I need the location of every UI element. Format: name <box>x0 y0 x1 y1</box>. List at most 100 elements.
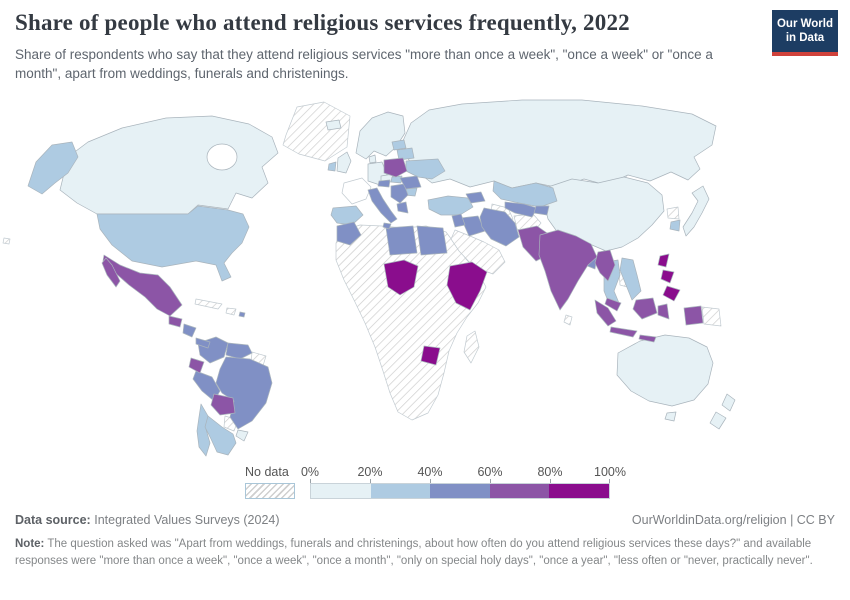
region-iceland[interactable] <box>325 119 342 131</box>
region-bolivia[interactable] <box>210 393 236 416</box>
region-austria[interactable] <box>377 179 391 188</box>
map-legend: No data 0% 20% 40% 60% 80% 100% <box>0 460 850 505</box>
region-egypt[interactable] <box>416 225 448 256</box>
region-philippines-luzon[interactable] <box>657 253 670 268</box>
region-malaysia-peninsula[interactable] <box>604 297 622 312</box>
region-united-states[interactable] <box>96 205 250 282</box>
region-india[interactable] <box>538 229 598 311</box>
region-caucasus[interactable] <box>465 191 486 204</box>
legend-tickmark <box>430 479 431 483</box>
region-italy[interactable] <box>367 187 398 224</box>
note-label: Note: <box>15 538 45 550</box>
chart-subtitle: Share of respondents who say that they a… <box>15 47 713 82</box>
region-france[interactable] <box>341 177 372 205</box>
region-cuba[interactable] <box>194 298 223 310</box>
legend-bin-20-40[interactable] <box>370 484 431 498</box>
legend-bin-80-100[interactable] <box>549 484 609 498</box>
legend-no-data-swatch[interactable] <box>245 483 295 499</box>
region-iran[interactable] <box>479 207 520 247</box>
legend-bin-60-80[interactable] <box>489 484 550 498</box>
legend-tickmark <box>609 479 610 483</box>
region-scandinavia[interactable] <box>355 111 406 160</box>
region-baltics[interactable] <box>391 139 407 151</box>
region-morocco[interactable] <box>336 221 362 246</box>
region-uzbekistan[interactable] <box>504 201 538 218</box>
region-lesser-sunda[interactable] <box>638 334 657 343</box>
region-turkey[interactable] <box>427 195 474 216</box>
region-denmark[interactable] <box>368 154 377 164</box>
region-jordan[interactable] <box>451 213 466 228</box>
chart-footer: Data source: Integrated Values Surveys (… <box>15 513 835 571</box>
region-alaska[interactable] <box>27 141 79 195</box>
region-philippines-mindanao[interactable] <box>662 285 681 302</box>
region-sicily[interactable] <box>382 222 392 230</box>
data-source: Data source: Integrated Values Surveys (… <box>15 513 280 527</box>
region-belarus[interactable] <box>396 147 415 161</box>
region-new-zealand-north[interactable] <box>721 393 736 412</box>
region-hungary[interactable] <box>390 175 403 184</box>
region-greenland[interactable] <box>282 101 351 162</box>
legend-tick-0: 0% <box>300 465 320 479</box>
region-nigeria[interactable] <box>383 259 419 296</box>
region-baja-california[interactable] <box>101 257 121 288</box>
region-sulawesi[interactable] <box>657 303 670 320</box>
owid-logo[interactable]: Our World in Data <box>772 10 838 56</box>
legend-bin-40-60[interactable] <box>430 484 490 498</box>
region-myanmar[interactable] <box>594 249 616 282</box>
region-poland[interactable] <box>383 157 408 178</box>
region-ethiopia-kenya[interactable] <box>446 261 488 311</box>
region-malaysia-borneo[interactable] <box>632 297 658 320</box>
region-china[interactable] <box>543 176 665 252</box>
region-puerto-rico[interactable] <box>238 311 246 318</box>
region-panama[interactable] <box>195 337 211 349</box>
region-new-zealand-south[interactable] <box>709 411 727 430</box>
region-south-korea[interactable] <box>669 219 681 232</box>
region-russia[interactable] <box>401 99 717 189</box>
region-balkans[interactable] <box>390 183 409 204</box>
region-zimbabwe[interactable] <box>420 345 441 366</box>
region-hispaniola[interactable] <box>225 307 237 316</box>
region-ireland[interactable] <box>327 161 337 172</box>
region-libya[interactable] <box>385 225 418 256</box>
region-canada[interactable] <box>59 115 279 215</box>
legend-tick-60: 60% <box>477 465 503 479</box>
attribution-link[interactable]: OurWorldinData.org/religion | CC BY <box>631 513 835 527</box>
legend-tick-80: 80% <box>537 465 563 479</box>
legend-bin-0-20[interactable] <box>311 484 371 498</box>
legend-tickmark <box>490 479 491 483</box>
region-west-papua[interactable] <box>683 305 704 326</box>
region-romania[interactable] <box>399 175 422 190</box>
region-guatemala[interactable] <box>168 315 183 328</box>
region-kazakhstan[interactable] <box>492 180 558 208</box>
region-sumatra[interactable] <box>594 299 617 327</box>
region-madagascar[interactable] <box>463 330 480 364</box>
region-japan[interactable] <box>682 185 710 237</box>
region-kyrgyzstan[interactable] <box>533 205 550 216</box>
region-venezuela[interactable] <box>225 342 253 360</box>
region-australia[interactable] <box>616 334 714 407</box>
region-nicaragua[interactable] <box>182 323 197 338</box>
region-united-kingdom[interactable] <box>336 151 352 174</box>
region-vietnam[interactable] <box>619 257 642 301</box>
owid-logo-line2: in Data <box>785 32 825 45</box>
region-philippines-visayas[interactable] <box>660 269 675 284</box>
region-java[interactable] <box>609 326 638 338</box>
world-choropleth-map <box>0 95 850 460</box>
region-spain-portugal[interactable] <box>330 205 364 226</box>
hudson-bay <box>206 143 238 171</box>
region-argentina[interactable] <box>204 415 237 456</box>
region-ecuador[interactable] <box>188 357 205 374</box>
region-papua-new-guinea[interactable] <box>701 306 722 327</box>
chart-note: Note: The question asked was "Apart from… <box>15 536 835 571</box>
region-sri-lanka[interactable] <box>563 314 573 326</box>
region-uruguay[interactable] <box>235 429 249 442</box>
region-brazil[interactable] <box>215 356 273 430</box>
region-hawaii[interactable] <box>2 237 11 245</box>
region-tasmania[interactable] <box>664 411 677 422</box>
note-text: The question asked was "Apart from weddi… <box>15 538 813 568</box>
region-north-korea[interactable] <box>666 206 680 220</box>
region-greece[interactable] <box>396 201 409 214</box>
legend-tickmark <box>550 479 551 483</box>
region-saudi-arabia[interactable] <box>450 229 506 275</box>
